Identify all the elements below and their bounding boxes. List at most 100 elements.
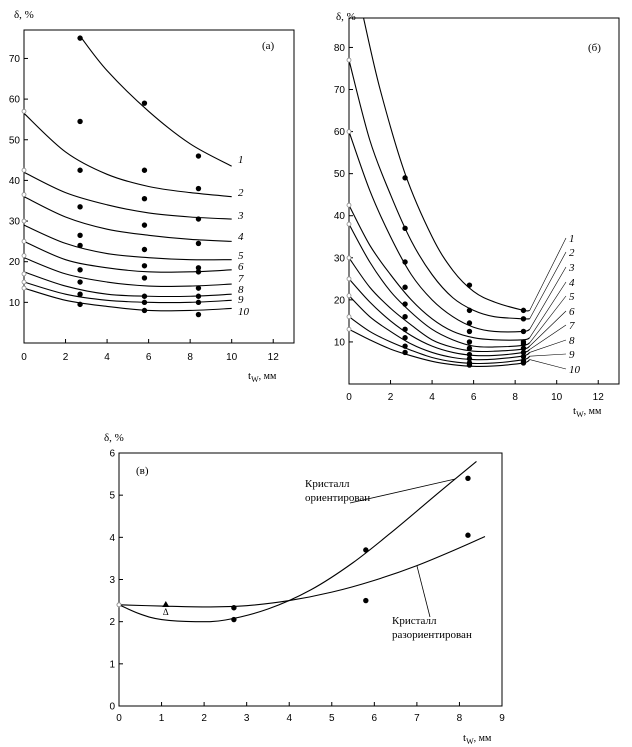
series-leader-line: [529, 295, 567, 343]
data-point: [195, 216, 202, 222]
y-tick-label: 10: [9, 298, 21, 309]
data-point: [141, 299, 148, 306]
data-point: [195, 240, 202, 247]
series-curve-9: [348, 328, 531, 367]
data-point: [195, 293, 202, 299]
data-point: [21, 167, 27, 173]
series-label-2: 3: [237, 210, 244, 222]
series-curve-8: [348, 316, 531, 365]
series-curve-7: [348, 295, 531, 361]
x-tick-label: 9: [499, 713, 505, 724]
y-axis-label: δ, %: [14, 9, 34, 21]
data-point: [77, 291, 83, 297]
y-tick-label: 70: [334, 85, 346, 96]
data-point: [466, 328, 473, 335]
y-tick-label: 3: [109, 575, 115, 586]
series-curve-4: [348, 223, 530, 348]
data-point: [346, 57, 352, 63]
data-point: [402, 301, 408, 307]
x-tick-label: 4: [429, 392, 435, 403]
data-point: [466, 307, 473, 314]
series-curve-4: [23, 224, 232, 261]
series-label-3: 4: [238, 231, 244, 243]
x-tick-label: 6: [146, 352, 152, 363]
x-tick-label: 2: [63, 352, 69, 363]
series-curve-7: [23, 271, 232, 298]
series-curve-9: [23, 287, 232, 312]
data-point: [520, 360, 527, 366]
data-point: [466, 339, 473, 345]
series-leader-line: [529, 353, 567, 357]
series-curve-3: [23, 196, 232, 242]
data-point: [21, 279, 27, 285]
series-leader-line: [529, 237, 567, 311]
data-point: [231, 616, 237, 623]
data-point: [195, 311, 202, 318]
x-tick-label: 4: [104, 352, 110, 363]
y-tick-label: 60: [334, 127, 346, 138]
series-curve-5: [23, 240, 232, 273]
series-label-5: 6: [569, 306, 575, 318]
series-curve-8: [23, 281, 232, 304]
x-tick-label: 6: [372, 713, 378, 724]
y-axis-label: δ, %: [336, 11, 356, 23]
data-point: [402, 326, 408, 333]
x-tick-label: 2: [201, 713, 207, 724]
x-tick-label: 2: [388, 392, 394, 403]
series-label-8: 9: [238, 294, 244, 306]
x-tick-label: 10: [226, 352, 238, 363]
plot-frame-0: [23, 29, 295, 344]
data-point: [195, 185, 202, 192]
series-label-4: 5: [569, 291, 575, 303]
series-label-6: 7: [238, 273, 244, 285]
y-tick-label: 6: [109, 449, 115, 460]
data-point: [402, 175, 408, 181]
data-point: [141, 195, 148, 202]
y-tick-label: 2: [109, 617, 115, 628]
data-point: [466, 362, 473, 368]
x-tick-label: 0: [116, 713, 122, 724]
series-leader-line: [529, 324, 567, 350]
data-point: [195, 269, 202, 275]
data-point: [402, 225, 408, 232]
data-point: [141, 100, 148, 106]
series-label-0: 1: [238, 154, 244, 166]
data-point: [21, 192, 27, 198]
series-label-9: 10: [569, 364, 581, 376]
data-point: [77, 204, 83, 210]
data-point: [346, 202, 352, 208]
data-point: [116, 602, 122, 608]
data-point: [520, 316, 527, 322]
x-tick-label: 8: [512, 392, 518, 403]
series-leader-line: [529, 251, 567, 319]
data-point: [346, 129, 352, 134]
series-curve-2: [348, 131, 530, 333]
series-curve-1: [348, 59, 530, 320]
data-point: [21, 108, 27, 114]
data-point: [195, 153, 202, 159]
data-point: [77, 301, 83, 308]
data-point: [77, 118, 83, 125]
x-axis-label: tW, мм: [463, 732, 492, 746]
panel-label: (в): [136, 465, 149, 477]
y-tick-label: 50: [9, 135, 21, 146]
y-tick-label: 0: [109, 702, 115, 713]
data-point: [141, 246, 148, 253]
data-point: [402, 349, 408, 356]
x-tick-label: 0: [21, 352, 27, 363]
data-point: [346, 314, 352, 320]
data-point: [520, 307, 527, 314]
x-tick-label: 6: [471, 392, 477, 403]
data-point: [402, 313, 408, 320]
data-point: [141, 263, 148, 269]
series-label-1: 2: [569, 247, 575, 259]
series-curve-2: [23, 171, 232, 220]
data-point: [77, 279, 83, 285]
data-point: [346, 221, 352, 227]
data-point: [141, 293, 148, 299]
annotation-leader-line: [416, 565, 431, 618]
data-point: [141, 167, 148, 173]
data-point: [346, 276, 352, 282]
